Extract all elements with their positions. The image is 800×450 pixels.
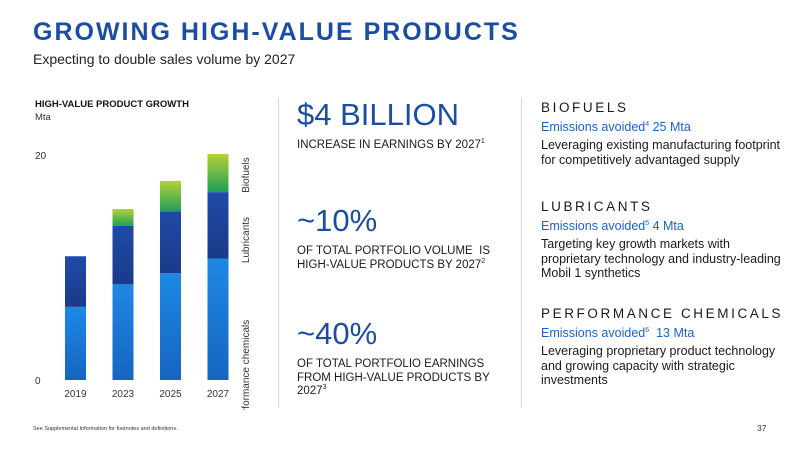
legend-lubricants: Lubricants <box>241 217 252 263</box>
kpi-volume: ~10% OF TOTAL PORTFOLIO VOLUME IS HIGH-V… <box>297 205 509 272</box>
footnote-ref: 2 <box>481 257 486 265</box>
bar-2019-performance-chemicals <box>65 306 86 380</box>
segment-lubricants-emissions: Emissions avoided5 4 Mta <box>541 219 791 233</box>
page-subtitle: Expecting to double sales volume by 2027 <box>33 51 296 67</box>
high-value-growth-chart: 20 0 2019 2023 2025 2027 Biofuels Lubricants P… <box>35 151 252 410</box>
emissions-value: 4 Mta <box>649 219 684 233</box>
bar-2023-performance-chemicals <box>112 284 134 380</box>
x-tick-label: 2023 <box>112 389 135 400</box>
kpi-earnings-share-desc: OF TOTAL PORTFOLIO EARNINGS FROM HIGH-VA… <box>297 358 502 399</box>
segment-performance-chemicals-emissions: Emissions avoided6 13 Mta <box>541 326 791 340</box>
footnote-text: See Supplemental Information for footnot… <box>33 426 178 432</box>
bar-2027-lubricants <box>207 192 229 259</box>
kpi-earnings-share-desc-text: OF TOTAL PORTFOLIO EARNINGS FROM HIGH-VA… <box>297 358 490 397</box>
segment-performance-chemicals-desc: Leveraging proprietary product technolog… <box>541 344 776 387</box>
legend-biofuels: Biofuels <box>241 157 252 193</box>
page-title: GROWING HIGH-VALUE PRODUCTS <box>33 18 520 46</box>
footnote-ref: 5 <box>645 219 650 227</box>
chart-x-labels: 2019 2023 2025 2027 <box>64 389 229 400</box>
divider-right <box>521 98 522 408</box>
footnote-ref: 4 <box>645 120 650 128</box>
segment-lubricants-name: LUBRICANTS <box>541 199 653 214</box>
emissions-label: Emissions avoided <box>541 120 646 134</box>
chart-legend: Biofuels Lubricants Performance chemicals <box>241 157 252 410</box>
kpi-volume-desc: OF TOTAL PORTFOLIO VOLUME IS HIGH-VALUE … <box>297 245 509 272</box>
segment-biofuels-emissions: Emissions avoided4 25 Mta <box>541 120 791 134</box>
kpi-earnings-share: ~40% OF TOTAL PORTFOLIO EARNINGS FROM HI… <box>297 318 502 399</box>
footnote-ref: 3 <box>322 384 327 392</box>
x-tick-label: 2019 <box>64 389 87 400</box>
x-tick-label: 2025 <box>159 389 182 400</box>
bar-2027-biofuels <box>207 153 229 193</box>
chart-y-ticks: 20 0 <box>35 151 47 387</box>
emissions-label: Emissions avoided <box>541 326 646 340</box>
divider-left <box>278 98 279 408</box>
segment-biofuels-name: BIOFUELS <box>541 100 629 115</box>
footnote-ref: 1 <box>480 138 485 146</box>
kpi-earnings: $4 BILLION INCREASE IN EARNINGS BY 20271 <box>297 99 512 153</box>
segment-biofuels-desc: Leveraging existing manufacturing footpr… <box>541 138 781 167</box>
chart-bars <box>65 153 229 380</box>
segment-lubricants: LUBRICANTS Emissions avoided5 4 Mta Targ… <box>541 199 791 281</box>
chart-unit: Mta <box>35 112 51 123</box>
y-tick-label: 0 <box>35 376 41 387</box>
kpi-earnings-desc-text: INCREASE IN EARNINGS BY 2027 <box>297 139 481 151</box>
segment-performance-chemicals: PERFORMANCE CHEMICALS Emissions avoided6… <box>541 306 791 388</box>
kpi-earnings-share-value: ~40% <box>297 316 378 351</box>
bar-2025-biofuels <box>160 180 181 212</box>
bar-2025-lubricants <box>160 211 181 274</box>
segment-lubricants-desc: Targeting key growth markets with propri… <box>541 237 781 280</box>
kpi-volume-value: ~10% <box>297 203 378 238</box>
kpi-earnings-value: $4 BILLION <box>297 97 459 132</box>
bar-2019-lubricants <box>65 256 86 307</box>
emissions-value: 13 Mta <box>649 326 695 340</box>
bar-2027-performance-chemicals <box>207 258 229 380</box>
y-tick-label: 20 <box>35 151 47 162</box>
x-tick-label: 2027 <box>207 389 230 400</box>
bar-2023-biofuels <box>112 209 134 226</box>
kpi-earnings-desc: INCREASE IN EARNINGS BY 20271 <box>297 138 512 153</box>
legend-performance-chemicals: Performance chemicals <box>241 320 252 410</box>
bar-2023-lubricants <box>112 225 134 285</box>
kpi-volume-desc-text: OF TOTAL PORTFOLIO VOLUME IS HIGH-VALUE … <box>297 245 494 271</box>
chart-title: HIGH-VALUE PRODUCT GROWTH <box>35 99 189 110</box>
segment-performance-chemicals-name: PERFORMANCE CHEMICALS <box>541 306 784 321</box>
segment-biofuels: BIOFUELS Emissions avoided4 25 Mta Lever… <box>541 100 791 167</box>
page-number: 37 <box>757 423 767 433</box>
emissions-label: Emissions avoided <box>541 219 646 233</box>
footnote-ref: 6 <box>645 326 650 334</box>
bar-2025-performance-chemicals <box>160 273 181 380</box>
emissions-value: 25 Mta <box>649 120 691 134</box>
